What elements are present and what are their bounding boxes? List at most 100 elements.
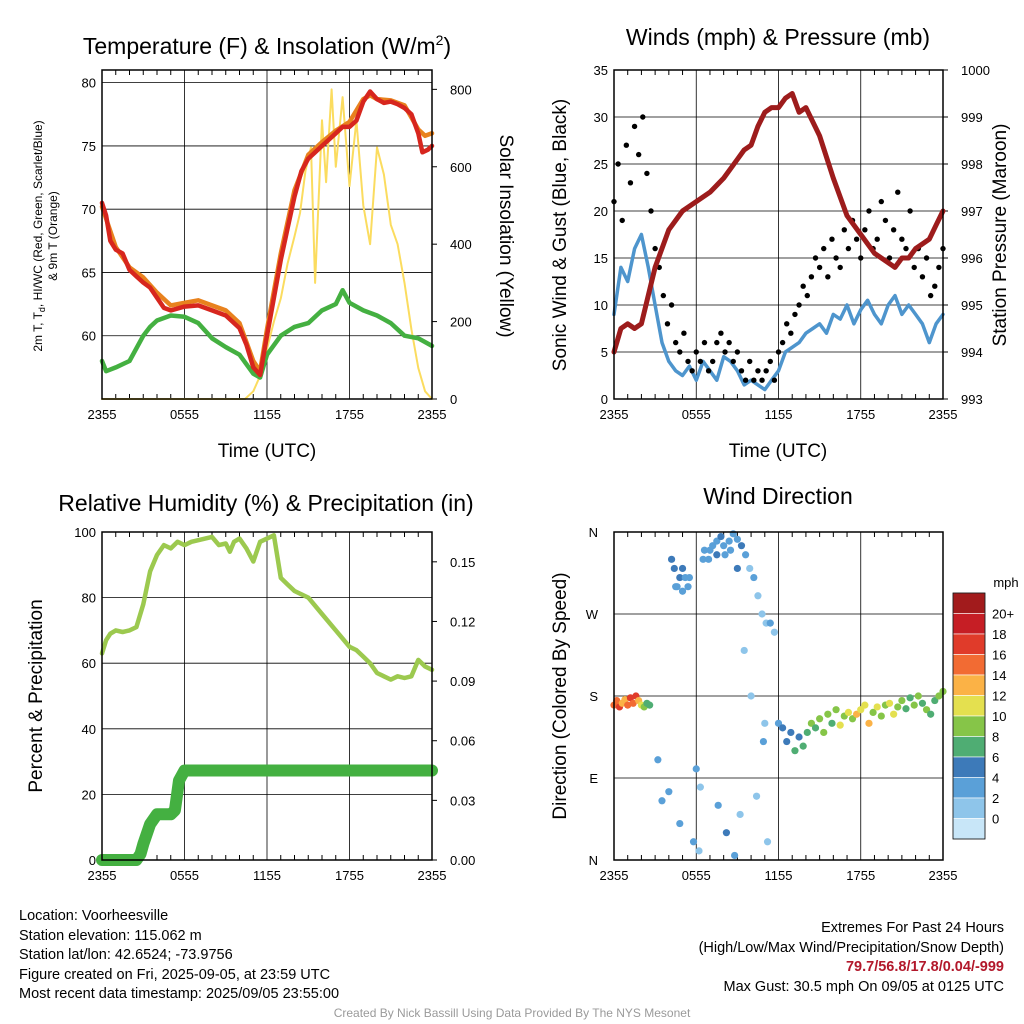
speed-legend-label: 12 (992, 689, 1006, 704)
wind-direction-point (898, 696, 906, 705)
wind-direction-point (803, 728, 811, 737)
wind-gust-point (837, 264, 843, 271)
wind-gust-point (747, 358, 753, 365)
temperature-y-right-tick-label: 400 (450, 237, 472, 252)
wind-gust-point (858, 255, 864, 261)
winds-x-tick-label: 1155 (765, 407, 793, 422)
wind-gust-point (775, 349, 782, 355)
wind-gust-point (660, 292, 667, 299)
wind-direction-point (646, 701, 654, 709)
wind-direction-point (763, 838, 772, 846)
wind-direction-point (799, 742, 807, 750)
wind-direction-point (816, 715, 824, 723)
speed-legend-swatch (952, 674, 986, 696)
speed-legend-label: 14 (992, 668, 1006, 683)
temperature-frame (101, 69, 433, 400)
humidity-y-right-tick-label: 0.06 (450, 734, 475, 749)
humidity-y-right-tick-label: 0.00 (450, 853, 475, 868)
temperature-2m-line (99, 89, 435, 378)
winds-y-right-tick-label: 996 (961, 251, 983, 266)
humidity-y-tick-label: 0 (89, 853, 96, 868)
solar-insolation-line (101, 88, 433, 400)
humidity-y-right-tick-label: 0.03 (450, 793, 475, 808)
winds-y-right-tick-label: 1000 (961, 63, 990, 78)
wind-direction-point (684, 583, 692, 591)
wind-gust-point (825, 274, 831, 280)
wind-direction-point (722, 829, 731, 837)
speed-legend-swatch (952, 695, 986, 717)
wind-gust-point (693, 349, 699, 355)
wind-direction-y-tick-label: N (589, 853, 598, 868)
wind-direction-point (914, 692, 922, 700)
wind-direction-point (699, 555, 707, 563)
speed-legend-swatch (952, 592, 986, 614)
winds-title: Winds (mph) & Pressure (mb) (626, 24, 930, 50)
winds-y-tick-label: 20 (594, 204, 608, 219)
wind-gust-point (796, 302, 802, 308)
humidity-x-tick-label: 2355 (88, 868, 117, 883)
humidity-y-tick-label: 100 (74, 525, 96, 540)
wind-direction-point (832, 706, 840, 714)
wind-direction-y-tick-label: W (586, 607, 599, 622)
wind-gust-point (689, 368, 695, 374)
wind-direction-point (750, 573, 758, 582)
wind-direction-point (689, 838, 698, 846)
wind-direction-point (795, 733, 803, 741)
wind-gust-point (808, 274, 815, 280)
wind-gust-point (903, 245, 909, 252)
speed-legend-swatch (952, 777, 986, 799)
wind-gust-point (845, 245, 852, 252)
wind-direction-point (759, 737, 768, 746)
wind-gust-point (923, 255, 930, 261)
wind-direction-point (747, 692, 755, 700)
temperature-x-tick-label: 1155 (253, 407, 281, 422)
wind-gust-point (710, 358, 716, 365)
speed-legend-swatch (952, 797, 986, 819)
winds-y-tick-label: 0 (601, 392, 608, 407)
wind-direction-ylabel: Direction (Colored By Speed) (550, 572, 571, 819)
wind-direction-point (754, 592, 762, 600)
wind-gust-point (812, 255, 819, 261)
winds-y-tick-label: 15 (594, 251, 608, 266)
wind-gust-point (882, 217, 889, 224)
temperature-y-tick-label: 80 (82, 76, 96, 91)
wind-direction-point (654, 756, 662, 764)
winds-frame (613, 69, 944, 400)
temperature-y-right-tick-label: 200 (450, 315, 472, 330)
wind-gust-point (623, 142, 630, 148)
wind-direction-x-tick-label: 0555 (682, 868, 711, 883)
winds-y-tick-label: 30 (594, 110, 608, 125)
sonic-wind-line (612, 232, 945, 392)
wind-gust-point (767, 358, 773, 365)
wind-gust-point (821, 245, 827, 252)
temperature-x-tick-label: 0555 (170, 407, 199, 422)
winds-y-tick-label: 25 (594, 157, 608, 172)
wind-gust-point (829, 236, 835, 242)
temperature-ylabel-right: Solar Insolation (Yellow) (495, 134, 516, 337)
wind-gust-point (755, 368, 761, 374)
winds-y-right-tick-label: 999 (961, 110, 983, 125)
wind-direction-point (733, 564, 741, 573)
wind-direction-point (885, 699, 894, 707)
wind-direction-point (906, 694, 914, 702)
winds-xlabel: Time (UTC) (729, 441, 828, 462)
wind-gust-point (640, 114, 646, 120)
wind-gust-point (697, 358, 704, 365)
temperature-y-right-tick-label: 800 (450, 82, 472, 97)
wind-direction-point (713, 551, 721, 559)
wind-direction-point (811, 724, 820, 732)
humidity-y-tick-label: 40 (82, 722, 96, 737)
latlon-text: Station lat/lon: 42.6524; -73.9756 (19, 947, 233, 964)
wind-gust-point (874, 236, 880, 242)
speed-legend-border (952, 592, 986, 840)
temperature-ylabel-left-2: & 9m T (Orange) (46, 191, 60, 281)
temperature-y-tick-label: 70 (82, 202, 96, 217)
speed-legend-label: 10 (992, 709, 1006, 724)
winds-x-tick-label: 0555 (682, 407, 711, 422)
wind-direction-x-tick-label: 1755 (846, 868, 875, 883)
humidity-x-tick-label: 2355 (418, 868, 447, 883)
humidity-x-tick-label: 0555 (170, 868, 199, 883)
wind-direction-point (877, 712, 885, 720)
wind-direction-point (910, 701, 918, 709)
speed-legend-label: 4 (992, 771, 999, 786)
